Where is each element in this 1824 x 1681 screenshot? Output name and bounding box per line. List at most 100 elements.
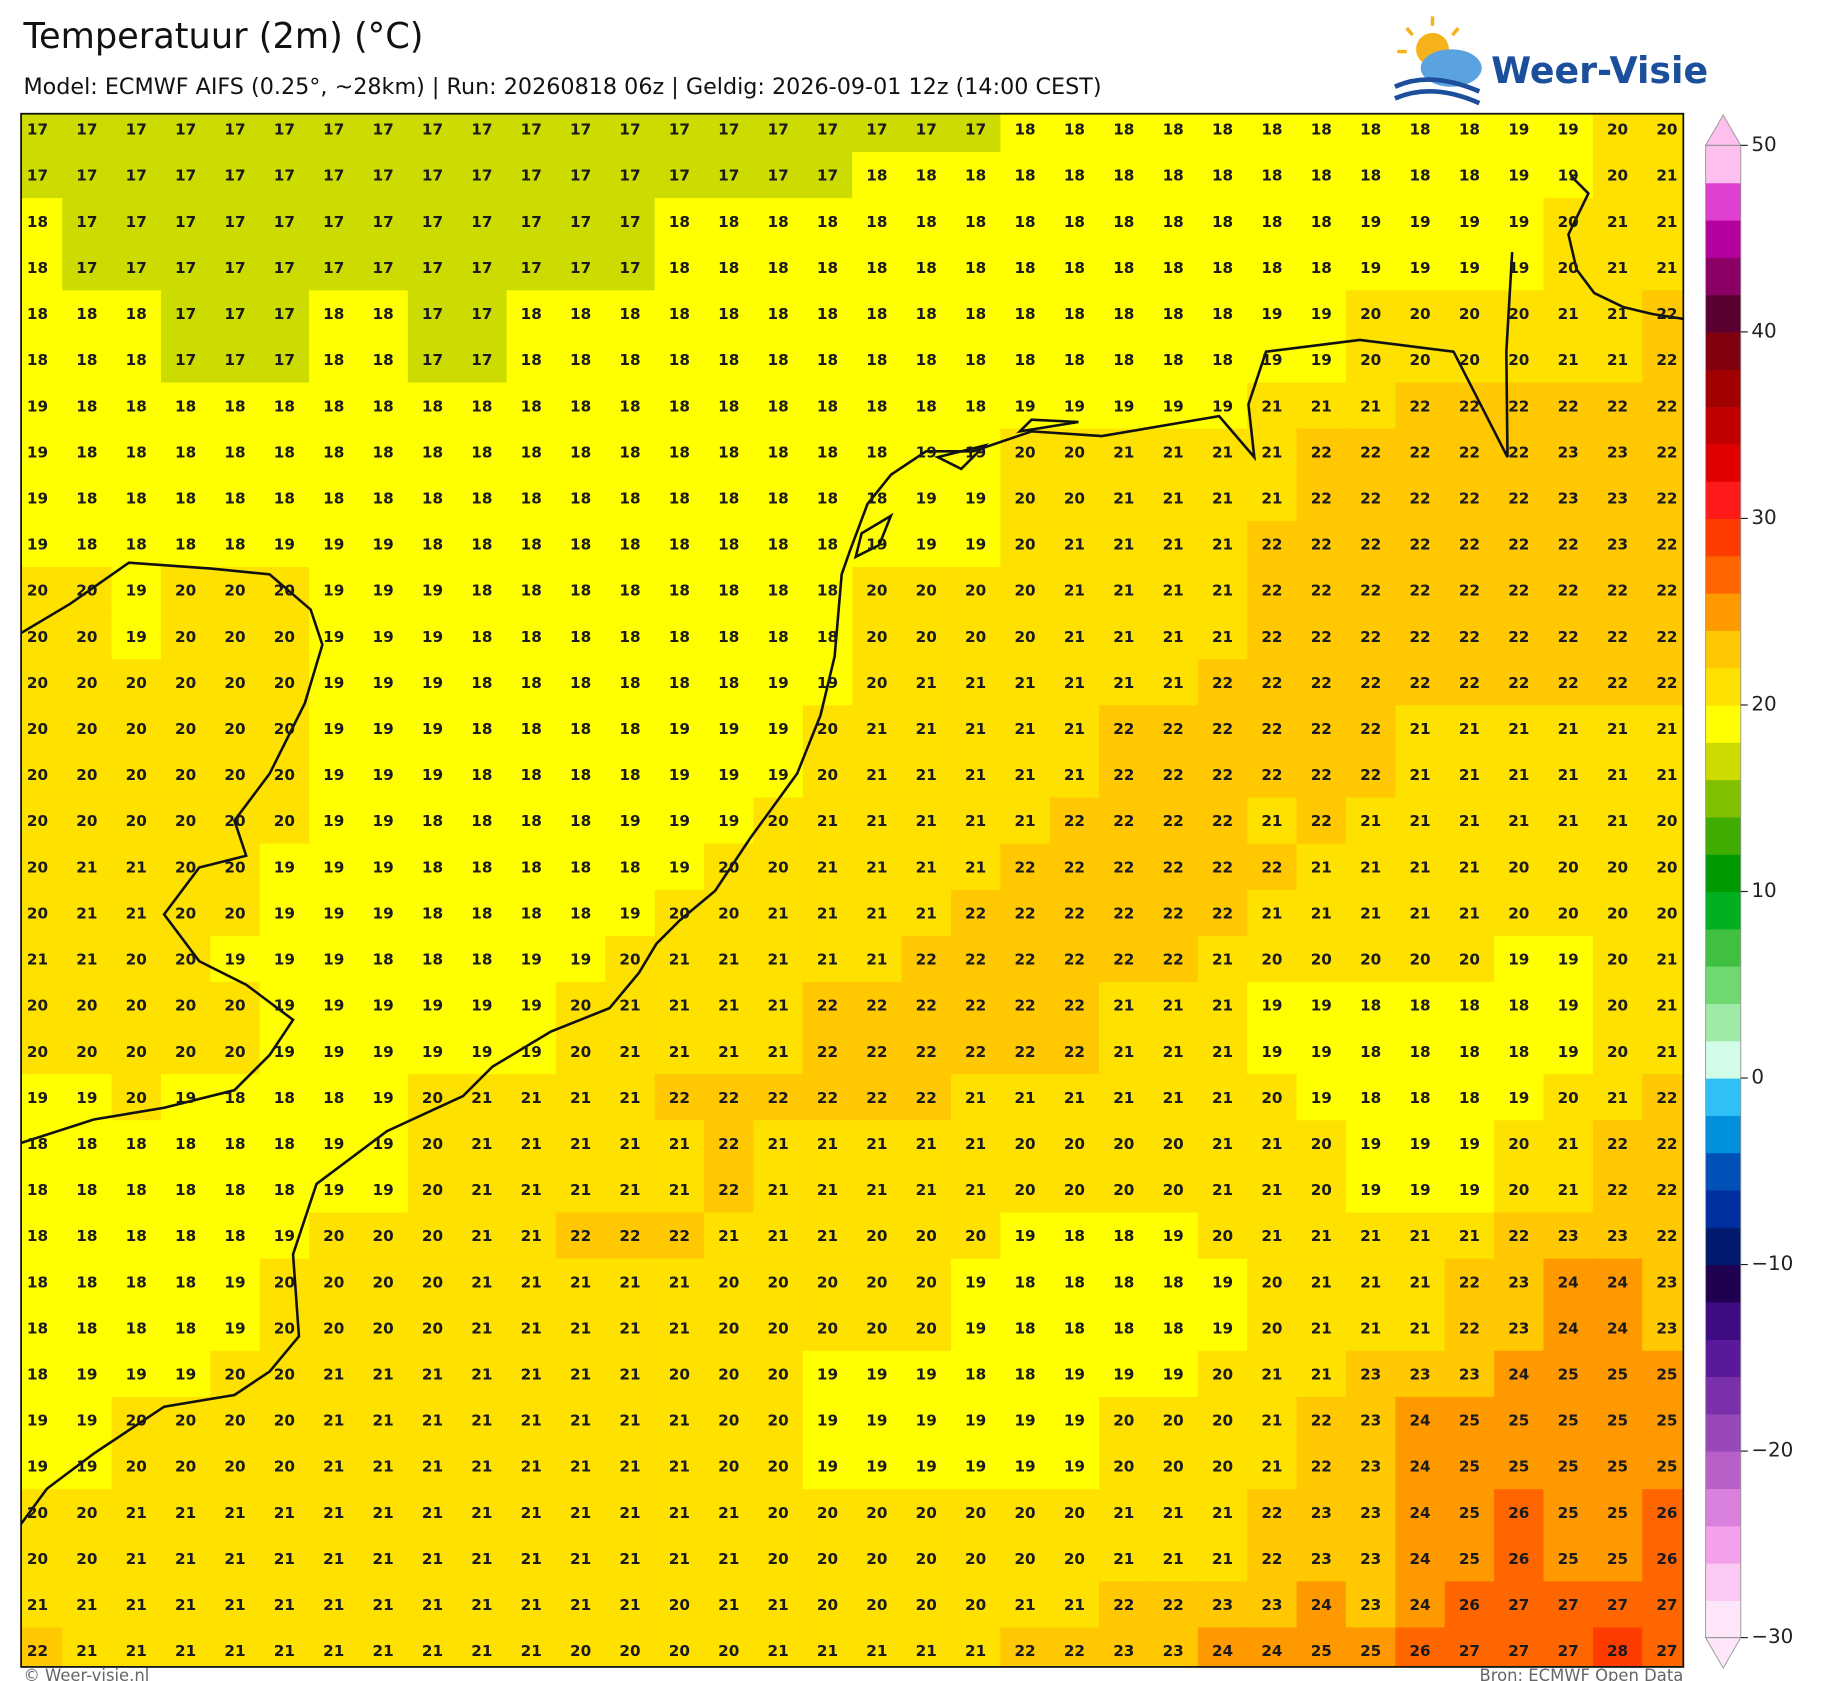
cell-value: 18 — [1014, 351, 1035, 369]
cell-value: 18 — [718, 674, 739, 692]
cell-value: 19 — [1064, 397, 1085, 415]
cell — [1592, 113, 1643, 153]
cell — [358, 1258, 409, 1306]
cell — [1543, 659, 1594, 707]
cell-value: 20 — [1607, 904, 1628, 922]
cell — [852, 1074, 903, 1121]
cell-value: 22 — [718, 1181, 739, 1199]
cell-value: 20 — [274, 582, 295, 600]
colorbar-band — [1705, 1264, 1741, 1303]
cell-value: 20 — [768, 812, 789, 830]
cell — [1395, 382, 1446, 430]
cell-value: 22 — [1607, 674, 1628, 692]
cell-value: 20 — [1014, 536, 1035, 554]
cell-value: 18 — [76, 489, 97, 507]
cell-value: 21 — [76, 1642, 97, 1660]
cell-value: 21 — [965, 1181, 986, 1199]
cell — [62, 1396, 113, 1444]
cell-value: 18 — [126, 489, 147, 507]
cell-value: 19 — [76, 1366, 97, 1384]
cell-value: 20 — [126, 1043, 147, 1061]
cell-value: 18 — [718, 213, 739, 231]
cell-value: 22 — [1656, 489, 1677, 507]
cell-value: 21 — [619, 1273, 640, 1291]
cell — [1296, 981, 1347, 1029]
cell-value: 22 — [1459, 536, 1480, 554]
cell — [160, 1212, 212, 1260]
cell — [1345, 1489, 1397, 1536]
cell-value: 18 — [768, 443, 789, 461]
cell — [160, 474, 212, 522]
cell — [1148, 336, 1199, 384]
cell-value: 22 — [1558, 582, 1579, 600]
cell-value: 19 — [422, 1043, 443, 1061]
cell — [753, 336, 804, 384]
cell-value: 18 — [323, 351, 344, 369]
cell-value: 22 — [965, 1043, 986, 1061]
cell — [1000, 566, 1051, 614]
cell-value: 18 — [521, 720, 542, 738]
cell-value: 18 — [175, 1227, 196, 1245]
cell-value: 19 — [718, 812, 739, 830]
cell-value: 18 — [1014, 1319, 1035, 1337]
cell-value: 24 — [1558, 1273, 1579, 1291]
cell-value: 20 — [76, 674, 97, 692]
cell — [1099, 290, 1150, 338]
cell-value: 21 — [1064, 628, 1085, 646]
cell — [457, 566, 508, 614]
cell-value: 24 — [1409, 1412, 1430, 1430]
cell-value: 19 — [126, 582, 147, 600]
colorbar-band — [1705, 1301, 1741, 1340]
cell-value: 25 — [1508, 1458, 1529, 1476]
cell — [1000, 428, 1051, 476]
cell — [1444, 1304, 1495, 1352]
cell-value: 19 — [323, 536, 344, 554]
cell-value: 18 — [1261, 121, 1282, 139]
cell-value: 21 — [1311, 1319, 1332, 1337]
cell — [950, 1350, 1002, 1398]
cell — [901, 1212, 952, 1260]
cell-value: 20 — [76, 997, 97, 1015]
cell-value: 20 — [817, 1273, 838, 1291]
cell — [1395, 1443, 1446, 1490]
colorbar-band — [1705, 854, 1741, 893]
cell-value: 26 — [1409, 1642, 1430, 1660]
cell-value: 20 — [224, 1366, 245, 1384]
cell — [1444, 1489, 1495, 1536]
cell — [62, 705, 113, 753]
cell-value: 17 — [422, 305, 443, 323]
cell-value: 18 — [669, 628, 690, 646]
cell — [21, 244, 63, 292]
cell — [852, 935, 903, 983]
cell — [1197, 113, 1248, 153]
coast-islands — [853, 418, 1079, 560]
cell-value: 21 — [323, 1412, 344, 1430]
cell-value: 21 — [965, 1089, 986, 1107]
cell — [555, 1258, 607, 1306]
cell — [457, 1581, 508, 1629]
cell-value: 21 — [916, 766, 937, 784]
cell-value: 18 — [471, 858, 492, 876]
cell-value: 24 — [1409, 1458, 1430, 1476]
cell-value: 20 — [76, 1043, 97, 1061]
cell-value: 18 — [76, 351, 97, 369]
cell-value: 20 — [175, 766, 196, 784]
cell-value: 19 — [1261, 997, 1282, 1015]
cell-value: 20 — [422, 1227, 443, 1245]
cell-value: 22 — [1360, 720, 1381, 738]
cell-value: 25 — [1459, 1458, 1480, 1476]
cell — [1444, 1212, 1495, 1260]
cell — [407, 113, 458, 153]
cell-value: 20 — [1163, 1412, 1184, 1430]
cell — [358, 382, 409, 430]
cell — [111, 1489, 162, 1536]
cell-value: 20 — [175, 812, 196, 830]
cell-value: 19 — [373, 536, 394, 554]
cell-value: 21 — [669, 1550, 690, 1568]
cell — [852, 843, 903, 891]
cell — [1345, 797, 1397, 845]
cell-value: 18 — [1163, 167, 1184, 185]
cell-value: 17 — [373, 259, 394, 277]
cell — [358, 1396, 409, 1444]
